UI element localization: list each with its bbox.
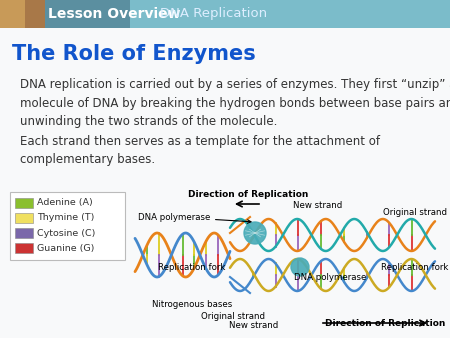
Text: Replication fork: Replication fork [158,263,226,272]
Text: New strand: New strand [293,201,342,210]
Bar [10,192,125,260]
Text: Cytosine (C): Cytosine (C) [37,228,95,238]
Text: Lesson Overview: Lesson Overview [48,7,180,21]
Bar [15,228,33,238]
Bar [0,0,450,28]
Text: DNA polymerase: DNA polymerase [138,213,251,223]
Text: New strand: New strand [229,321,278,330]
Bar [0,0,130,28]
Bar [15,213,33,223]
Bar [15,198,33,208]
Text: Direction of Replication: Direction of Replication [188,190,308,199]
Text: Nitrogenous bases: Nitrogenous bases [152,300,232,309]
Text: Guanine (G): Guanine (G) [37,243,94,252]
Bar [0,0,25,28]
Text: DNA replication is carried out by a series of enzymes. They first “unzip” a
mole: DNA replication is carried out by a seri… [20,78,450,128]
Bar [0,0,45,28]
Text: DNA polymerase: DNA polymerase [294,273,366,282]
Text: Thymine (T): Thymine (T) [37,214,94,222]
Bar [15,243,33,253]
Text: The Role of Enzymes: The Role of Enzymes [12,44,256,64]
Circle shape [244,222,266,244]
Text: Original strand: Original strand [383,208,447,217]
Text: Direction of Replication: Direction of Replication [325,319,446,328]
Text: Replication fork: Replication fork [381,263,449,272]
Text: Adenine (A): Adenine (A) [37,198,93,208]
Circle shape [291,258,309,276]
Text: DNA Replication: DNA Replication [160,7,267,21]
Text: Original strand: Original strand [201,312,265,321]
Text: Each strand then serves as a template for the attachment of
complementary bases.: Each strand then serves as a template fo… [20,135,380,167]
